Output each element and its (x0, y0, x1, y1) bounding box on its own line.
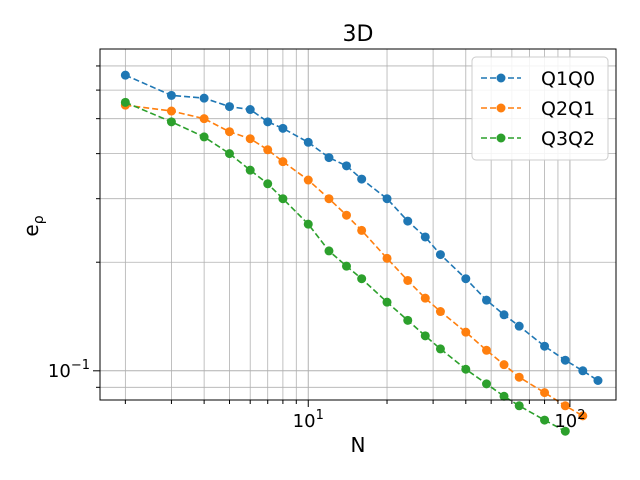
data-point (420, 232, 430, 242)
data-point (560, 355, 570, 365)
data-point (245, 105, 255, 115)
data-point (420, 331, 430, 341)
x-axis-label: N (351, 433, 366, 457)
series-line (125, 74, 599, 382)
data-point (263, 117, 273, 127)
data-point (199, 93, 209, 103)
data-point (403, 216, 413, 226)
data-point (482, 345, 492, 355)
data-point (224, 127, 234, 137)
data-point (403, 315, 413, 325)
legend-marker (496, 103, 506, 113)
legend-item: Q2Q1 (481, 98, 595, 120)
data-point (303, 219, 313, 229)
series-layer (120, 70, 603, 436)
data-point (166, 117, 176, 127)
data-point (263, 145, 273, 155)
data-point (382, 253, 392, 263)
data-point (324, 246, 334, 256)
data-point (199, 132, 209, 142)
data-point (166, 90, 176, 100)
data-point (578, 411, 588, 421)
x-tick-label: 102 (554, 408, 585, 432)
data-point (514, 372, 524, 382)
data-point (166, 106, 176, 116)
data-point (199, 114, 209, 124)
series-line (125, 104, 584, 417)
data-point (341, 261, 351, 271)
data-point (482, 379, 492, 389)
data-point (461, 327, 471, 337)
data-point (303, 137, 313, 147)
data-point (278, 123, 288, 133)
data-point (560, 426, 570, 436)
legend-item: Q3Q2 (481, 128, 595, 150)
data-point (324, 153, 334, 163)
data-point (435, 250, 445, 260)
data-point (578, 366, 588, 376)
legend-frame (471, 56, 609, 161)
legend-label: Q1Q0 (541, 68, 595, 90)
data-point (461, 364, 471, 374)
data-point (499, 391, 509, 401)
data-point (263, 179, 273, 189)
data-point (514, 401, 524, 411)
y-axis-label: eρ (19, 215, 47, 236)
legend-label: Q3Q2 (541, 128, 595, 150)
data-point (224, 149, 234, 159)
ticks (93, 65, 571, 407)
legend: Q1Q0 Q2Q1 Q3Q2 (471, 56, 609, 161)
legend-items: Q1Q0 Q2Q1 Q3Q2 (481, 68, 595, 150)
data-point (120, 70, 130, 80)
data-point (461, 274, 471, 284)
data-point (278, 194, 288, 204)
legend-marker (496, 73, 506, 83)
x-tick-label: 101 (293, 408, 324, 432)
data-point (382, 297, 392, 307)
data-point (435, 344, 445, 354)
data-point (540, 415, 550, 425)
data-point (341, 210, 351, 220)
y-tick-label: 10−1 (48, 358, 90, 382)
data-point (245, 134, 255, 144)
legend-item: Q1Q0 (481, 68, 595, 90)
data-point (540, 341, 550, 351)
series-Q2Q1 (120, 100, 588, 421)
series-Q1Q0 (120, 70, 603, 386)
data-point (514, 321, 524, 331)
data-point (278, 157, 288, 167)
data-point (245, 165, 255, 175)
data-point (357, 274, 367, 284)
data-point (357, 225, 367, 235)
data-point (560, 401, 570, 411)
data-point (540, 388, 550, 398)
data-point (499, 310, 509, 320)
data-point (324, 194, 334, 204)
data-point (435, 307, 445, 317)
legend-label: Q2Q1 (541, 98, 595, 120)
data-point (420, 293, 430, 303)
axes-frame (99, 48, 617, 401)
data-point (303, 175, 313, 185)
data-point (499, 360, 509, 370)
chart-title: 3D (343, 22, 374, 47)
data-point (382, 194, 392, 204)
data-point (341, 161, 351, 171)
series-Q3Q2 (120, 97, 570, 436)
data-point (120, 97, 130, 107)
data-point (224, 102, 234, 112)
data-point (593, 376, 603, 386)
legend-marker (496, 133, 506, 143)
data-point (403, 275, 413, 285)
data-point (482, 295, 492, 305)
data-point (357, 174, 367, 184)
